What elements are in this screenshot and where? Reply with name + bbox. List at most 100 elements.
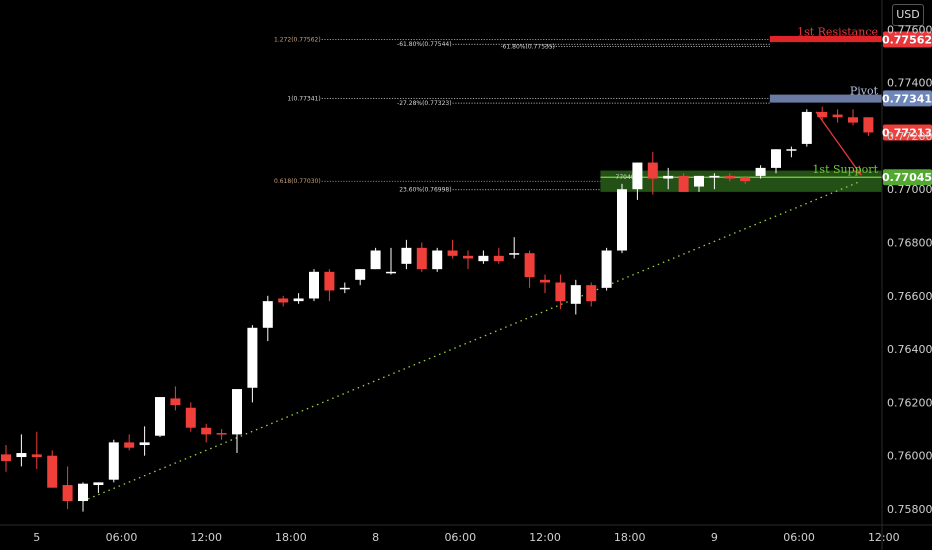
fib-label-5: 0.618(0.77030)	[274, 178, 321, 185]
time-tick-2: 12:00	[190, 531, 222, 544]
time-tick-0: 5	[33, 531, 40, 544]
candle-body-38	[586, 285, 597, 302]
price-tick-8: 0.76000	[887, 450, 932, 463]
candle-body-44	[678, 175, 689, 192]
candle-body-28	[432, 250, 443, 270]
candle-body-56	[863, 117, 874, 133]
candle-body-18	[278, 298, 289, 303]
price-tick-9: 0.75800	[887, 503, 932, 516]
candle-body-45	[694, 175, 704, 187]
level-tag-1: 0.77341	[882, 92, 932, 105]
candle-body-25	[386, 271, 396, 274]
time-tick-7: 18:00	[614, 531, 646, 544]
candle-body-12	[185, 407, 196, 428]
candle-body-11	[170, 398, 181, 406]
pivot-zone	[769, 94, 882, 103]
candle-body-33	[509, 253, 520, 255]
time-tick-4: 8	[372, 531, 379, 544]
last-price-tag-bg	[883, 124, 932, 141]
time-tick-9: 06:00	[783, 531, 815, 544]
currency-button[interactable]: USD	[892, 4, 924, 26]
fib-label-4: -27.28%(0.77323)	[397, 100, 452, 107]
candle-body-21	[324, 271, 335, 291]
candle-body-1	[16, 453, 27, 458]
level-label-0: 1st Resistance	[797, 25, 878, 38]
candle-body-0	[1, 454, 11, 462]
candle-body-30	[463, 255, 473, 259]
candle-body-15	[232, 389, 242, 435]
candle-body-22	[339, 287, 350, 290]
time-tick-6: 12:00	[529, 531, 561, 544]
projection-arrow-head	[852, 165, 862, 176]
fib-label-2: -61.80%(0.77535)	[500, 44, 555, 51]
last-price-tag: 0.77213	[882, 126, 932, 139]
candle-body-24	[370, 250, 381, 270]
fib-label-3: 1(0.77341)	[287, 95, 320, 102]
candle-body-26	[401, 247, 412, 264]
level-tag-bg-0	[883, 31, 932, 48]
candle-body-35	[540, 279, 550, 283]
candle-body-13	[201, 427, 212, 435]
fib-label-1: -61.80%(0.77544)	[397, 41, 452, 48]
candle-body-52	[801, 111, 812, 144]
candle-body-53	[817, 111, 828, 118]
candle-body-23	[355, 269, 366, 280]
fib-label-0: 1.272(0.77562)	[274, 36, 321, 43]
candle-body-41	[632, 162, 643, 190]
fib-label-6: 23.60%(0.76998)	[399, 187, 451, 194]
price-tick-0: 0.77600	[887, 23, 932, 36]
level-tag-bg-1	[883, 90, 932, 107]
candle-body-19	[293, 298, 304, 302]
candle-body-47	[724, 175, 735, 179]
candle-body-6	[93, 482, 104, 486]
candle-body-27	[416, 247, 427, 270]
candle-body-17	[262, 301, 273, 328]
candle-body-42	[647, 162, 658, 179]
candle-body-20	[309, 271, 319, 299]
trendline	[82, 180, 861, 502]
candle-body-2	[31, 454, 42, 458]
level-tag-bg-2	[883, 169, 932, 186]
projection-arrow	[815, 111, 862, 175]
candles-layer	[1, 106, 874, 512]
candle-body-39	[601, 250, 612, 288]
candle-body-43	[663, 175, 674, 179]
candle-body-14	[216, 433, 227, 435]
candle-body-7	[108, 442, 119, 480]
candle-body-40	[617, 189, 627, 251]
price-tick-4: 0.76800	[887, 237, 932, 250]
time-tick-1: 06:00	[106, 531, 138, 544]
candle-body-16	[247, 327, 258, 388]
candle-body-32	[493, 255, 504, 262]
price-tick-7: 0.76200	[887, 396, 932, 409]
candle-body-5	[78, 483, 88, 502]
time-tick-10: 12:00	[868, 531, 900, 544]
time-tick-5: 06:00	[444, 531, 476, 544]
level-label-1: Pivot	[850, 84, 879, 97]
candle-body-9	[139, 442, 150, 446]
candle-body-10	[155, 397, 165, 436]
candle-body-4	[62, 485, 73, 502]
candle-body-55	[848, 117, 858, 123]
candle-body-49	[755, 167, 766, 176]
price-tick-2: 0.77200	[887, 130, 932, 143]
fib-lines-layer: 1.272(0.77562) -61.80%(0.77544) -61.80%(0.…	[274, 36, 770, 194]
candle-body-3	[47, 455, 58, 488]
candle-body-36	[555, 282, 566, 302]
price-tick-1: 0.77400	[887, 77, 932, 90]
candle-body-34	[524, 253, 535, 278]
candle-body-8	[124, 442, 135, 448]
resistance-zone	[769, 35, 882, 43]
candle-body-29	[447, 250, 458, 256]
candle-body-48	[740, 177, 751, 182]
time-tick-3: 18:00	[275, 531, 307, 544]
candle-body-31	[478, 255, 489, 262]
level-tag-2: 0.77045	[882, 171, 932, 184]
trendline-layer	[82, 111, 862, 502]
time-tick-8: 9	[711, 531, 718, 544]
candle-body-54	[832, 114, 843, 118]
candle-body-46	[709, 175, 720, 178]
level-tag-0: 0.77562	[882, 33, 932, 46]
